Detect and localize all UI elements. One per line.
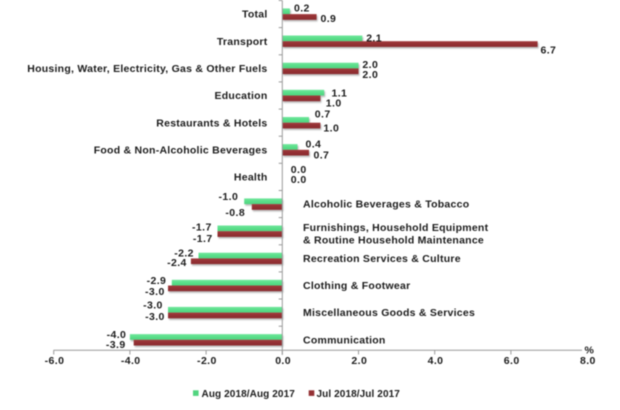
svg-text:6.0: 6.0 bbox=[504, 355, 520, 367]
svg-text:Miscellaneous Goods & Services: Miscellaneous Goods & Services bbox=[303, 307, 475, 319]
svg-text:Food & Non-Alcoholic Beverages: Food & Non-Alcoholic Beverages bbox=[94, 144, 268, 156]
svg-text:0.7: 0.7 bbox=[314, 150, 330, 162]
svg-text:Communication: Communication bbox=[303, 334, 386, 346]
svg-text:2.1: 2.1 bbox=[366, 33, 382, 45]
svg-text:-0.8: -0.8 bbox=[225, 207, 245, 219]
svg-text:Transport: Transport bbox=[217, 36, 268, 48]
svg-text:-3.0: -3.0 bbox=[145, 311, 165, 323]
svg-text:0.7: 0.7 bbox=[315, 109, 331, 121]
svg-text:-3.9: -3.9 bbox=[106, 339, 126, 351]
svg-text:2.0: 2.0 bbox=[351, 355, 367, 367]
svg-text:1.0: 1.0 bbox=[323, 122, 339, 134]
svg-text:0.0: 0.0 bbox=[275, 355, 291, 367]
svg-text:-1.7: -1.7 bbox=[193, 233, 213, 245]
svg-text:8.0: 8.0 bbox=[580, 355, 596, 367]
svg-text:Jul 2018/Jul 2017: Jul 2018/Jul 2017 bbox=[317, 389, 401, 400]
svg-text:-1.7: -1.7 bbox=[192, 221, 212, 233]
svg-text:-6.0: -6.0 bbox=[45, 355, 65, 367]
svg-text:1.0: 1.0 bbox=[326, 98, 342, 110]
svg-text:6.7: 6.7 bbox=[541, 45, 557, 57]
svg-text:Aug 2018/Aug 2017: Aug 2018/Aug 2017 bbox=[202, 389, 296, 400]
svg-text:0.0: 0.0 bbox=[291, 164, 307, 176]
svg-text:0.2: 0.2 bbox=[294, 2, 310, 14]
svg-text:Restaurants & Hotels: Restaurants & Hotels bbox=[156, 117, 267, 129]
svg-text:Furnishings, Household Equipme: Furnishings, Household Equipment bbox=[303, 222, 489, 234]
svg-text:4.0: 4.0 bbox=[428, 355, 444, 367]
svg-text:Total: Total bbox=[242, 9, 268, 21]
svg-text:2.0: 2.0 bbox=[362, 69, 378, 81]
svg-text:-1.0: -1.0 bbox=[218, 191, 238, 203]
svg-text:-3.0: -3.0 bbox=[143, 299, 163, 311]
svg-text:Housing, Water, Electricity, G: Housing, Water, Electricity, Gas & Other… bbox=[27, 63, 267, 75]
svg-text:-2.2: -2.2 bbox=[174, 248, 194, 260]
svg-text:-3.0: -3.0 bbox=[145, 286, 165, 298]
svg-text:0.0: 0.0 bbox=[291, 174, 307, 186]
svg-text:0.9: 0.9 bbox=[321, 13, 337, 25]
svg-text:-2.0: -2.0 bbox=[197, 355, 217, 367]
svg-text:-4.0: -4.0 bbox=[107, 329, 127, 341]
svg-text:-2.4: -2.4 bbox=[167, 257, 187, 269]
svg-text:Clothing & Footwear: Clothing & Footwear bbox=[303, 280, 410, 292]
svg-text:-4.0: -4.0 bbox=[121, 355, 141, 367]
svg-text:0.4: 0.4 bbox=[306, 138, 322, 150]
svg-text:& Routine Household Maintenanc: & Routine Household Maintenance bbox=[303, 235, 484, 247]
svg-text:Alcoholic Beverages & Tobacco: Alcoholic Beverages & Tobacco bbox=[303, 199, 469, 211]
svg-text:Health: Health bbox=[234, 172, 268, 184]
svg-text:2.0: 2.0 bbox=[362, 59, 378, 71]
svg-text:-2.9: -2.9 bbox=[147, 275, 167, 287]
svg-text:1.1: 1.1 bbox=[332, 88, 348, 100]
svg-text:Recreation Services & Culture: Recreation Services & Culture bbox=[303, 253, 461, 265]
svg-text:%: % bbox=[585, 345, 595, 357]
svg-text:Education: Education bbox=[214, 90, 267, 102]
